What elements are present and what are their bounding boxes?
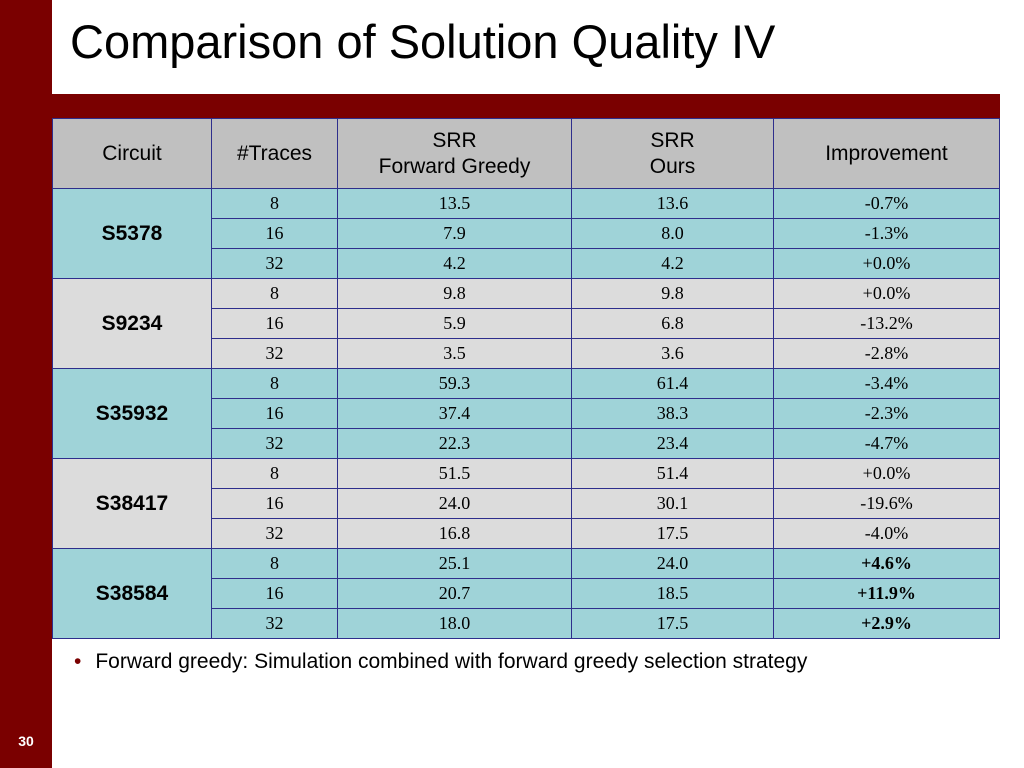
- improvement-cell: +0.0%: [773, 278, 1000, 309]
- improvement-cell: +0.0%: [773, 248, 1000, 279]
- table-row: 16 24.0 30.1 -19.6%: [53, 488, 1000, 519]
- title-divider: [52, 94, 1000, 118]
- srr-ours-cell: 8.0: [571, 218, 774, 249]
- header-circuit: Circuit: [52, 118, 212, 189]
- header-srr-forward-greedy: SRR Forward Greedy: [337, 118, 572, 189]
- traces-cell: 32: [211, 248, 338, 279]
- srr-forward-greedy-cell: 25.1: [337, 548, 572, 579]
- srr-forward-greedy-cell: 20.7: [337, 578, 572, 609]
- table-row: 16 37.4 38.3 -2.3%: [53, 398, 1000, 429]
- traces-cell: 32: [211, 518, 338, 549]
- circuit-name-cell: S38417: [52, 458, 212, 549]
- table-row: 32 3.5 3.6 -2.8%: [53, 338, 1000, 369]
- improvement-cell: -4.0%: [773, 518, 1000, 549]
- srr-ours-cell: 51.4: [571, 458, 774, 489]
- traces-cell: 16: [211, 308, 338, 339]
- circuit-name-cell: S38584: [52, 548, 212, 639]
- srr-ours-cell: 38.3: [571, 398, 774, 429]
- improvement-cell: -0.7%: [773, 188, 1000, 219]
- table-row: S38584 8 25.1 24.0 +4.6%: [52, 548, 1000, 639]
- srr-forward-greedy-cell: 22.3: [337, 428, 572, 459]
- table-row: 32 22.3 23.4 -4.7%: [53, 428, 1000, 459]
- traces-cell: 8: [211, 278, 338, 309]
- table-row: S9234 8 9.8 9.8 +0.0%: [52, 278, 1000, 369]
- table-row: 32 4.2 4.2 +0.0%: [53, 248, 1000, 279]
- srr-forward-greedy-cell: 7.9: [337, 218, 572, 249]
- traces-cell: 8: [211, 368, 338, 399]
- header-traces: #Traces: [211, 118, 338, 189]
- traces-cell: 32: [211, 608, 338, 639]
- srr-forward-greedy-cell: 37.4: [337, 398, 572, 429]
- traces-cell: 8: [211, 458, 338, 489]
- srr-ours-cell: 6.8: [571, 308, 774, 339]
- srr-forward-greedy-cell: 3.5: [337, 338, 572, 369]
- table-row: 16 7.9 8.0 -1.3%: [53, 218, 1000, 249]
- srr-ours-cell: 18.5: [571, 578, 774, 609]
- table-row: S5378 8 13.5 13.6 -0.7%: [52, 188, 1000, 279]
- improvement-cell: -3.4%: [773, 368, 1000, 399]
- improvement-cell: -13.2%: [773, 308, 1000, 339]
- slide-number: 30: [18, 733, 34, 749]
- footnote-text: Forward greedy: Simulation combined with…: [95, 650, 808, 673]
- table-row: S38417 8 51.5 51.4 +0.0%: [52, 458, 1000, 549]
- srr-forward-greedy-cell: 51.5: [337, 458, 572, 489]
- improvement-cell: -2.3%: [773, 398, 1000, 429]
- table-row: 16 5.9 6.8 -13.2%: [53, 308, 1000, 339]
- table-row: 32 16.8 17.5 -4.0%: [53, 518, 1000, 549]
- improvement-cell: -2.8%: [773, 338, 1000, 369]
- srr-forward-greedy-cell: 9.8: [337, 278, 572, 309]
- srr-ours-cell: 9.8: [571, 278, 774, 309]
- traces-cell: 8: [211, 188, 338, 219]
- bullet-marker: •: [74, 650, 82, 673]
- srr-forward-greedy-cell: 59.3: [337, 368, 572, 399]
- srr-forward-greedy-cell: 16.8: [337, 518, 572, 549]
- circuit-name-cell: S5378: [52, 188, 212, 279]
- srr-ours-cell: 24.0: [571, 548, 774, 579]
- slide-title: Comparison of Solution Quality IV: [70, 15, 776, 68]
- srr-ours-cell: 17.5: [571, 518, 774, 549]
- table-row: S35932 8 59.3 61.4 -3.4%: [52, 368, 1000, 459]
- footnote-bullet: • Forward greedy: Simulation combined wit…: [74, 650, 807, 674]
- srr-ours-cell: 13.6: [571, 188, 774, 219]
- srr-forward-greedy-cell: 24.0: [337, 488, 572, 519]
- left-accent-bar: [0, 0, 52, 768]
- traces-cell: 32: [211, 338, 338, 369]
- table-row: 16 20.7 18.5 +11.9%: [53, 578, 1000, 609]
- improvement-cell: +2.9%: [773, 608, 1000, 639]
- improvement-cell: +0.0%: [773, 458, 1000, 489]
- circuit-name-cell: S9234: [52, 278, 212, 369]
- traces-cell: 16: [211, 218, 338, 249]
- traces-cell: 16: [211, 398, 338, 429]
- header-improvement: Improvement: [773, 118, 1000, 189]
- improvement-cell: +11.9%: [773, 578, 1000, 609]
- table-header-row: Circuit #Traces SRR Forward Greedy SRR Our…: [52, 118, 1000, 189]
- srr-forward-greedy-cell: 4.2: [337, 248, 572, 279]
- improvement-cell: -19.6%: [773, 488, 1000, 519]
- srr-ours-cell: 30.1: [571, 488, 774, 519]
- srr-forward-greedy-cell: 13.5: [337, 188, 572, 219]
- srr-forward-greedy-cell: 18.0: [337, 608, 572, 639]
- traces-cell: 32: [211, 428, 338, 459]
- srr-ours-cell: 23.4: [571, 428, 774, 459]
- srr-ours-cell: 3.6: [571, 338, 774, 369]
- srr-forward-greedy-cell: 5.9: [337, 308, 572, 339]
- traces-cell: 16: [211, 578, 338, 609]
- improvement-cell: -1.3%: [773, 218, 1000, 249]
- srr-ours-cell: 4.2: [571, 248, 774, 279]
- srr-ours-cell: 61.4: [571, 368, 774, 399]
- srr-ours-cell: 17.5: [571, 608, 774, 639]
- traces-cell: 16: [211, 488, 338, 519]
- comparison-table: Circuit #Traces SRR Forward Greedy SRR Our…: [52, 118, 1000, 639]
- improvement-cell: -4.7%: [773, 428, 1000, 459]
- table-row: 32 18.0 17.5 +2.9%: [53, 608, 1000, 639]
- header-srr-ours: SRR Ours: [571, 118, 774, 189]
- traces-cell: 8: [211, 548, 338, 579]
- improvement-cell: +4.6%: [773, 548, 1000, 579]
- table-body: S5378 8 13.5 13.6 -0.7% 16 7.9 8.0 -1.3% 32 4.2 4.2…: [52, 188, 1000, 639]
- circuit-name-cell: S35932: [52, 368, 212, 459]
